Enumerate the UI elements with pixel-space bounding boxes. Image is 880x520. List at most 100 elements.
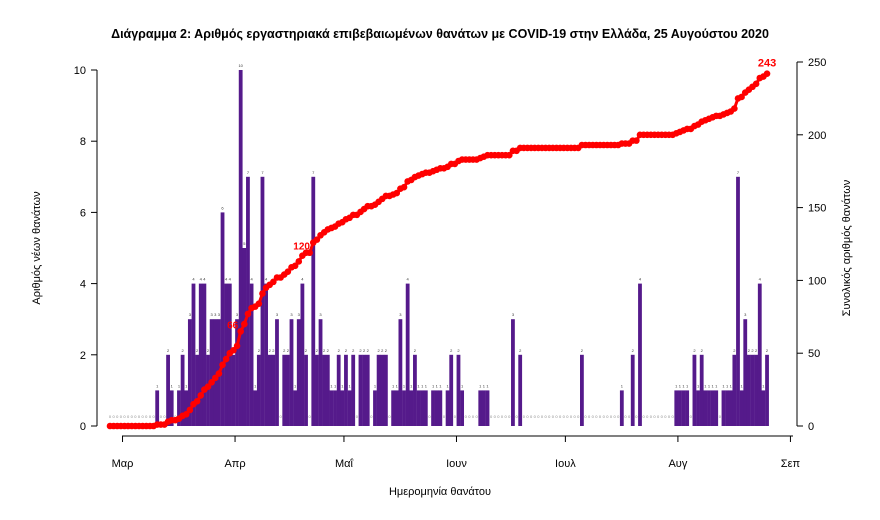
bar-value-label: 2 [378, 348, 381, 353]
bar-value-label: 1 [682, 383, 685, 388]
bar [296, 319, 301, 426]
bar-value-label: 1 [330, 383, 333, 388]
y-tick-label-left: 8 [80, 136, 86, 148]
bar [325, 354, 330, 426]
bar [275, 319, 279, 426]
bar [177, 390, 181, 426]
bar [311, 176, 316, 426]
bar-value-label: 1 [417, 383, 420, 388]
bar-value-label: 0 [476, 414, 479, 419]
bar [750, 354, 755, 426]
bar [322, 354, 327, 426]
bar-value-label: 0 [606, 414, 609, 419]
bar-value-label: 1 [294, 383, 297, 388]
bar-value-label: 0 [116, 414, 119, 419]
cumulative-point [208, 379, 215, 386]
bar [416, 390, 421, 426]
bar-value-label: 3 [189, 312, 192, 317]
bar-value-label: 0 [544, 414, 547, 419]
bar [351, 354, 356, 426]
bar-value-label: 0 [497, 414, 500, 419]
bar-value-label: 0 [672, 414, 675, 419]
cumulative-point [295, 258, 303, 265]
bar [282, 354, 287, 426]
bar-value-label: 7 [312, 170, 315, 175]
bar-value-label: 2 [766, 348, 769, 353]
bar-value-label: 0 [113, 414, 116, 419]
bar [449, 354, 454, 426]
y-tick-label-right: 250 [808, 57, 826, 69]
bar-value-label: 1 [425, 383, 428, 388]
cumulative-point [400, 183, 408, 191]
cumulative-point [306, 249, 313, 257]
bar-value-label: 1 [741, 383, 744, 388]
bar [289, 319, 294, 426]
cumulative-annotation: 243 [758, 58, 776, 70]
bar-value-label: 1 [446, 383, 449, 388]
bar-value-label: 1 [762, 383, 765, 388]
bar-value-label: 3 [218, 312, 221, 317]
bar [685, 390, 690, 426]
bar-value-label: 1 [436, 383, 439, 388]
x-tick-label: Αυγ [668, 458, 687, 470]
y-tick-label-right: 50 [808, 348, 820, 360]
bar [231, 354, 236, 426]
cumulative-point [197, 392, 205, 399]
bar [184, 390, 189, 426]
bar [743, 319, 748, 426]
bar-value-label: 2 [581, 348, 584, 353]
bar-value-label: 1 [348, 383, 351, 388]
bar-value-label: 3 [276, 312, 279, 317]
bar-value-label: 2 [359, 348, 362, 353]
bar-value-label: 0 [388, 414, 391, 419]
bar-value-label: 0 [174, 414, 177, 419]
bar-value-label: 4 [203, 277, 206, 282]
bar-value-label: 1 [621, 383, 624, 388]
bar-value-label: 1 [722, 383, 725, 388]
bar [340, 390, 345, 426]
bar [696, 390, 700, 426]
bar-value-label: 1 [708, 383, 711, 388]
bar-value-label: 4 [265, 277, 268, 282]
bar-value-label: 1 [254, 383, 257, 388]
bar [169, 390, 174, 426]
bar-value-label: 0 [109, 414, 112, 419]
bar-value-label: 2 [352, 348, 355, 353]
bar-value-label: 0 [719, 414, 722, 419]
bar-value-label: 0 [131, 414, 134, 419]
bar [405, 283, 410, 426]
bar [249, 283, 254, 426]
bar-value-label: 3 [214, 312, 217, 317]
bar-value-label: 0 [152, 414, 155, 419]
bar-value-label: 0 [635, 414, 638, 419]
bar-value-label: 1 [679, 383, 682, 388]
bar [445, 390, 450, 426]
x-tick-label: Ιουν [446, 458, 467, 470]
bar-value-label: 10 [238, 63, 243, 68]
bar [391, 390, 396, 426]
bar-value-label: 0 [468, 414, 471, 419]
cumulative-point [215, 370, 223, 377]
bar [202, 283, 207, 426]
bar [155, 390, 160, 426]
bar-value-label: 0 [642, 414, 645, 419]
bar [238, 70, 243, 426]
bar-value-label: 1 [156, 383, 159, 388]
bar [213, 319, 218, 426]
bar [703, 390, 708, 426]
bar-value-label: 1 [178, 383, 181, 388]
bar-value-label: 2 [272, 348, 275, 353]
bar-value-label: 0 [574, 414, 577, 419]
cumulative-point [186, 406, 194, 414]
bar-value-label: 4 [759, 277, 762, 282]
bar-value-label: 4 [407, 277, 410, 282]
bar-value-label: 0 [690, 414, 693, 419]
bar-value-label: 2 [345, 348, 348, 353]
bar [754, 354, 759, 426]
bar-value-label: 3 [744, 312, 747, 317]
y-tick-label-right: 100 [808, 275, 826, 287]
bar [344, 354, 348, 426]
bar-labels-layer: 0000000000000100210121342442333644231057… [109, 63, 769, 419]
